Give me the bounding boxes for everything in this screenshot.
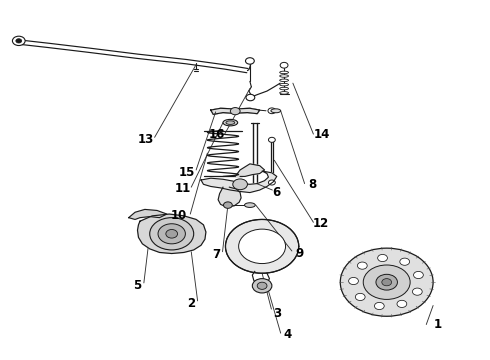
Circle shape [246, 94, 255, 101]
Ellipse shape [280, 75, 289, 77]
Polygon shape [235, 164, 265, 176]
Polygon shape [201, 171, 277, 193]
Circle shape [252, 279, 272, 293]
Circle shape [340, 248, 433, 316]
Text: 5: 5 [133, 279, 142, 292]
Circle shape [357, 262, 367, 269]
Circle shape [233, 179, 247, 190]
Circle shape [374, 302, 384, 310]
Circle shape [158, 224, 185, 244]
Circle shape [413, 288, 422, 295]
Text: 15: 15 [179, 166, 196, 179]
Ellipse shape [280, 79, 289, 82]
Ellipse shape [226, 121, 235, 125]
Circle shape [239, 229, 286, 264]
Text: 3: 3 [273, 307, 281, 320]
Text: 12: 12 [313, 217, 329, 230]
Text: 8: 8 [308, 178, 317, 191]
Circle shape [257, 282, 267, 289]
Circle shape [223, 202, 232, 208]
Text: 11: 11 [174, 182, 191, 195]
Circle shape [400, 258, 410, 265]
Polygon shape [225, 220, 299, 273]
Ellipse shape [245, 203, 255, 207]
Circle shape [245, 58, 254, 64]
Circle shape [280, 62, 288, 68]
Circle shape [268, 108, 276, 114]
Text: 14: 14 [314, 127, 330, 141]
Text: 9: 9 [295, 247, 304, 260]
Circle shape [166, 229, 177, 238]
Polygon shape [218, 187, 241, 207]
Circle shape [230, 108, 240, 115]
Polygon shape [129, 210, 167, 220]
Ellipse shape [280, 87, 289, 90]
Ellipse shape [280, 71, 289, 74]
Circle shape [225, 220, 299, 273]
Ellipse shape [271, 109, 281, 113]
Text: 10: 10 [171, 210, 187, 222]
Text: 13: 13 [138, 133, 154, 146]
Circle shape [150, 218, 194, 250]
Circle shape [378, 255, 388, 262]
Ellipse shape [223, 120, 238, 126]
Circle shape [382, 279, 392, 286]
Circle shape [363, 265, 410, 300]
Circle shape [269, 180, 275, 185]
Circle shape [414, 271, 423, 279]
Ellipse shape [280, 84, 289, 86]
Text: 4: 4 [284, 328, 292, 341]
Text: 6: 6 [272, 186, 281, 199]
Circle shape [376, 274, 397, 290]
Circle shape [397, 300, 407, 307]
Ellipse shape [280, 91, 289, 94]
Text: 2: 2 [187, 297, 196, 310]
Text: 7: 7 [213, 248, 220, 261]
Polygon shape [211, 108, 260, 114]
Circle shape [269, 137, 275, 142]
Circle shape [16, 39, 22, 43]
Circle shape [348, 278, 358, 285]
Text: 1: 1 [434, 318, 442, 331]
Text: 16: 16 [209, 128, 225, 141]
Circle shape [12, 36, 25, 45]
Circle shape [355, 293, 365, 301]
Polygon shape [138, 214, 206, 253]
